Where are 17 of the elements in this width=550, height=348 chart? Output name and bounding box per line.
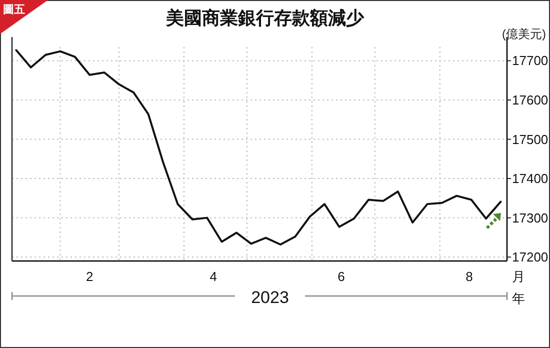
text: 年 bbox=[512, 291, 525, 306]
line-series bbox=[15, 49, 502, 246]
y-tick-label: 17700 bbox=[512, 53, 548, 68]
x-tick-label: 6 bbox=[338, 269, 345, 284]
y-tick-label: 17200 bbox=[512, 250, 548, 265]
x-tick-label: 4 bbox=[210, 269, 217, 284]
x-axis-title: 2023 bbox=[251, 288, 289, 307]
y-tick-label: 17300 bbox=[512, 210, 548, 226]
x-tick-label: 2 bbox=[86, 269, 94, 284]
x-tick-label: 8 bbox=[466, 269, 473, 284]
text: 圖五 bbox=[3, 4, 25, 16]
y-tick-label: 17600 bbox=[512, 92, 548, 108]
chart-title: 美國商業銀行存款額減少 bbox=[165, 8, 365, 28]
y-tick-label: 17500 bbox=[512, 132, 548, 147]
y-tick-label: 17400 bbox=[512, 171, 548, 186]
y-axis-title: (億美元) bbox=[502, 27, 546, 41]
text: 月 bbox=[512, 269, 525, 284]
